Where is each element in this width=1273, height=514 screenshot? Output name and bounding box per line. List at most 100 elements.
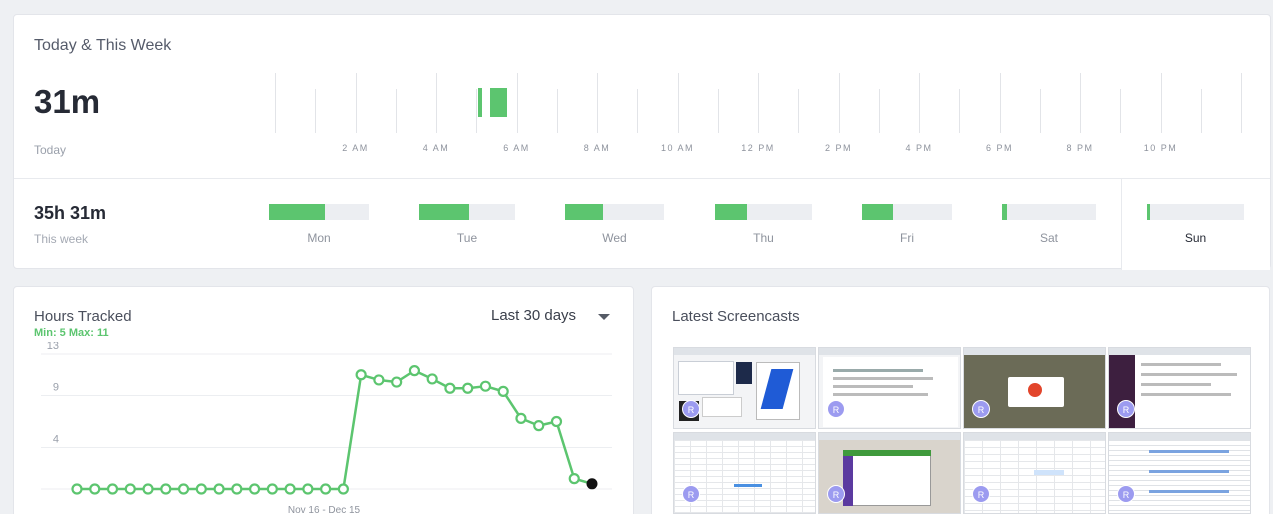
data-point — [497, 385, 509, 397]
y-tick-label: 4 — [53, 433, 59, 445]
timeline-tick — [436, 73, 437, 133]
data-point — [391, 376, 403, 388]
data-point — [568, 473, 580, 485]
timeline-tick — [959, 89, 961, 133]
hours-series-line — [77, 369, 593, 491]
card-title: Today & This Week — [34, 37, 172, 54]
data-point — [177, 483, 190, 495]
data-point — [586, 478, 598, 490]
data-point — [444, 382, 456, 394]
browser-chrome — [674, 433, 815, 440]
day-label: Sat — [1039, 231, 1059, 245]
timeline-tick — [999, 73, 1001, 133]
day-bar-wed[interactable] — [565, 204, 664, 220]
hour-label: 6 AM — [503, 143, 530, 153]
data-point — [355, 369, 367, 381]
day-bar-thu[interactable] — [715, 204, 812, 220]
screencast-thumbnail[interactable]: R — [818, 432, 961, 514]
day-bar-fill — [862, 204, 893, 220]
avatar: R — [682, 400, 700, 418]
screencast-image — [819, 355, 960, 428]
data-point — [479, 380, 492, 392]
data-point — [284, 483, 296, 495]
browser-chrome — [964, 348, 1105, 355]
avatar: R — [1117, 485, 1135, 503]
today-label: Today — [34, 143, 67, 157]
day-label: Tue — [456, 231, 478, 245]
data-point — [213, 483, 225, 495]
day-bar-sun[interactable] — [1147, 204, 1244, 220]
avatar: R — [827, 485, 845, 503]
screencast-thumbnail[interactable]: R — [818, 347, 961, 429]
data-point — [408, 365, 421, 377]
sun-panel — [1121, 179, 1270, 270]
data-point — [533, 420, 545, 432]
browser-chrome — [1109, 348, 1250, 355]
timeline-tick — [516, 73, 518, 133]
screencast-thumbnail[interactable]: R — [1108, 432, 1251, 514]
data-point — [160, 483, 172, 495]
day-label: Fri — [900, 231, 914, 245]
hours-line-chart: 4 9 13 Nov 16 - Dec 15 — [41, 342, 612, 514]
screencast-image — [674, 355, 815, 428]
avatar: R — [827, 400, 845, 418]
x-axis-label: Nov 16 - Dec 15 — [288, 505, 361, 514]
day-bar-mon[interactable] — [269, 204, 369, 220]
hour-label: 10 AM — [660, 143, 695, 153]
timeline-tick — [1160, 73, 1162, 133]
timeline-tick — [476, 89, 478, 133]
hour-label: 2 PM — [824, 143, 853, 153]
timeline-tick — [798, 89, 800, 133]
date-range-dropdown[interactable]: Last 30 days — [488, 306, 618, 328]
data-point — [231, 483, 243, 495]
timeline-tick — [919, 73, 920, 133]
hour-label: 4 AM — [422, 143, 450, 153]
timeline-tick — [637, 89, 639, 133]
chevron-down-icon — [598, 314, 610, 320]
data-point — [71, 483, 83, 495]
data-point — [248, 483, 261, 495]
screencast-image — [1109, 355, 1250, 428]
day-bar-fill — [269, 204, 325, 220]
data-point — [195, 483, 207, 495]
hours-title: Hours Tracked — [34, 308, 132, 325]
day-label: Wed — [602, 231, 627, 245]
hours-tracked-card: Hours Tracked Min: 5 Max: 11 Last 30 day… — [13, 286, 634, 514]
data-point — [373, 374, 385, 386]
day-bar-sat[interactable] — [1002, 204, 1096, 220]
avatar: R — [682, 485, 700, 503]
screencast-thumbnail[interactable]: R — [963, 347, 1106, 429]
timeline-tick — [1241, 73, 1242, 133]
browser-chrome — [1109, 433, 1250, 440]
day-bar-tue[interactable] — [419, 204, 515, 220]
timeline-tick — [1039, 89, 1041, 133]
browser-chrome — [674, 348, 815, 355]
week-total: 35h 31m — [34, 203, 107, 223]
screencasts-title: Latest Screencasts — [672, 308, 800, 325]
hour-label: 8 AM — [583, 143, 611, 153]
timeline-tick — [838, 73, 840, 133]
data-point — [337, 483, 349, 495]
screencast-thumbnail[interactable]: R — [673, 347, 816, 429]
hour-label: 4 PM — [905, 143, 933, 153]
timeline-tick — [275, 73, 276, 133]
timeline-tick — [1120, 89, 1122, 133]
screencast-image — [674, 440, 815, 513]
screencast-image — [1109, 440, 1250, 513]
screencast-thumbnail[interactable]: R — [1108, 347, 1251, 429]
day-bar-fri[interactable] — [862, 204, 952, 220]
screencast-thumbnail[interactable]: R — [963, 432, 1106, 514]
timeline-tick — [878, 89, 880, 133]
data-point — [550, 415, 563, 428]
avatar: R — [972, 485, 990, 503]
timeline-tick — [556, 89, 558, 133]
day-bar-fill — [715, 204, 747, 220]
browser-chrome — [819, 433, 960, 440]
browser-chrome — [819, 348, 960, 355]
screencast-thumbnail[interactable]: R — [673, 432, 816, 514]
hour-label: 12 PM — [741, 143, 775, 153]
today-total: 31m — [34, 83, 101, 120]
data-point — [515, 412, 527, 424]
data-point — [302, 483, 314, 495]
tracked-session — [478, 88, 482, 117]
